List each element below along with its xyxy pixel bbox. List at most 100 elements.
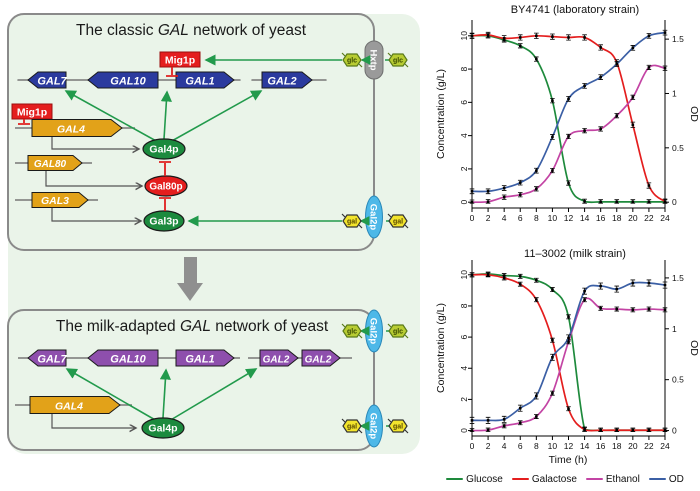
gene-arrow-gal4 xyxy=(31,119,123,137)
chart2-ylabel-left: Concentration (g/L) xyxy=(435,303,447,393)
gene-label-gal4-milk: GAL4 xyxy=(55,401,83,413)
data-point xyxy=(599,46,602,49)
data-point xyxy=(551,135,554,139)
gene-label-gal7: GAL7 xyxy=(37,76,67,88)
mig1p-top-label: Mig1p xyxy=(165,55,195,67)
data-point xyxy=(599,200,602,204)
data-point xyxy=(631,123,635,127)
legend-label-od: OD xyxy=(668,473,684,485)
gal-network-diagram: The classic GAL network of yeast GAL7 GA… xyxy=(7,13,420,454)
activation-arrow-gal1-gal10-milk xyxy=(159,368,171,419)
gene-arrow-gal3 xyxy=(31,192,89,208)
y-tick-label-right: 0.5 xyxy=(672,375,684,385)
legend-item-glucose: Glucose xyxy=(446,474,503,485)
y-tick-label-right: 1.5 xyxy=(672,273,684,283)
gene-arrow-gal10 xyxy=(87,71,159,89)
chart-legend: Glucose Galactose Ethanol OD xyxy=(430,469,700,489)
data-point xyxy=(486,190,490,193)
gal4p-ellipse-milk xyxy=(141,417,185,439)
data-point xyxy=(551,35,554,38)
data-point xyxy=(631,46,635,50)
gal4p-label-milk: Gal4p xyxy=(148,423,177,435)
x-tick-label: 0 xyxy=(470,441,475,451)
data-point xyxy=(551,391,554,395)
data-point xyxy=(535,169,538,172)
glc-label: glc xyxy=(393,58,403,65)
activation-arrow-gal7-milk xyxy=(65,368,158,422)
gene-label-gal1: GAL1 xyxy=(185,76,214,88)
data-point xyxy=(486,428,490,432)
data-point xyxy=(583,289,586,293)
hxtp-label: Hxtp xyxy=(368,49,379,70)
data-point xyxy=(583,36,586,39)
data-point xyxy=(470,34,474,38)
data-point xyxy=(567,340,570,344)
glc-label: glc xyxy=(347,329,357,336)
activation-arrow-gal2-milk xyxy=(168,368,258,422)
glucose-molecule-outer: glc xyxy=(387,52,409,68)
mig1p-top-inhibition-tbar xyxy=(166,67,178,77)
y-tick-label-left: 8 xyxy=(459,66,469,71)
mig1p-top-box xyxy=(159,51,201,68)
legend-swatch-glucose xyxy=(446,477,464,481)
data-point xyxy=(583,428,586,432)
transition-arrow xyxy=(177,257,203,301)
x-tick-label: 8 xyxy=(534,441,539,451)
x-tick-label: 2 xyxy=(486,441,491,451)
data-point xyxy=(631,308,635,312)
data-point xyxy=(535,298,538,302)
data-point xyxy=(518,421,522,425)
gene-label-gal80: GAL80 xyxy=(34,159,67,170)
data-point xyxy=(567,181,570,185)
x-tick-label: 22 xyxy=(644,441,654,451)
data-point xyxy=(486,419,490,422)
milk-title: The milk-adapted GAL network of yeast xyxy=(56,318,329,335)
data-point xyxy=(663,428,667,432)
data-point xyxy=(567,336,570,340)
y-tick-label-left: 0 xyxy=(459,428,469,433)
gal2p-label: Gal2p xyxy=(368,413,379,440)
data-point xyxy=(567,135,570,138)
mig1p-left-label: Mig1p xyxy=(17,107,47,119)
gal4p-ellipse xyxy=(142,138,186,160)
legend-item-galactose: Galactose xyxy=(511,474,577,485)
data-point xyxy=(647,34,651,38)
data-point xyxy=(486,200,490,203)
chart1-ylabel-right: OD xyxy=(688,106,700,122)
x-tick-label: 24 xyxy=(660,441,670,451)
milk-gal4-row: GAL4 xyxy=(15,396,132,414)
data-point xyxy=(486,33,490,37)
gal2p-label: Gal2p xyxy=(368,318,379,345)
data-point xyxy=(470,419,474,422)
x-tick-label: 16 xyxy=(596,213,606,223)
gene-label-gal1-milk: GAL1 xyxy=(185,354,214,366)
chart-11-3002: 11–3002 (milk strain) Concentration (g/L… xyxy=(435,248,700,466)
data-point xyxy=(535,187,538,191)
data-point xyxy=(599,127,602,131)
gal-label: gal xyxy=(347,424,357,431)
y-tick-label-left: 2 xyxy=(459,397,469,402)
x-tick-label: 8 xyxy=(534,213,539,223)
data-point xyxy=(518,181,522,184)
mig1p-left-inhibition-tbar xyxy=(18,119,30,125)
gal2p-label: Gal2p xyxy=(368,204,379,231)
gal-label: gal xyxy=(347,219,357,226)
x-tick-label: 14 xyxy=(580,441,590,451)
series-line-galactose xyxy=(471,34,666,203)
data-point xyxy=(567,97,570,101)
gal-label: gal xyxy=(393,219,403,226)
activation-arrow-gal1-gal10 xyxy=(160,90,172,140)
data-point xyxy=(615,428,619,432)
x-tick-label: 6 xyxy=(518,213,523,223)
gal-label: gal xyxy=(393,424,403,431)
gal3p-ellipse xyxy=(143,210,185,232)
gal80-expression-arrow xyxy=(45,171,142,186)
data-point xyxy=(518,275,522,278)
chart2-title: 11–3002 (milk strain) xyxy=(524,248,626,260)
gene-arrow-gal80 xyxy=(27,155,83,171)
data-point xyxy=(535,394,538,398)
gal4-expression-arrow-milk xyxy=(51,414,136,428)
data-point xyxy=(551,169,554,172)
data-point xyxy=(663,31,667,34)
classic-gene-row: GAL7 GAL10 GAL1 GAL2 xyxy=(17,71,327,89)
